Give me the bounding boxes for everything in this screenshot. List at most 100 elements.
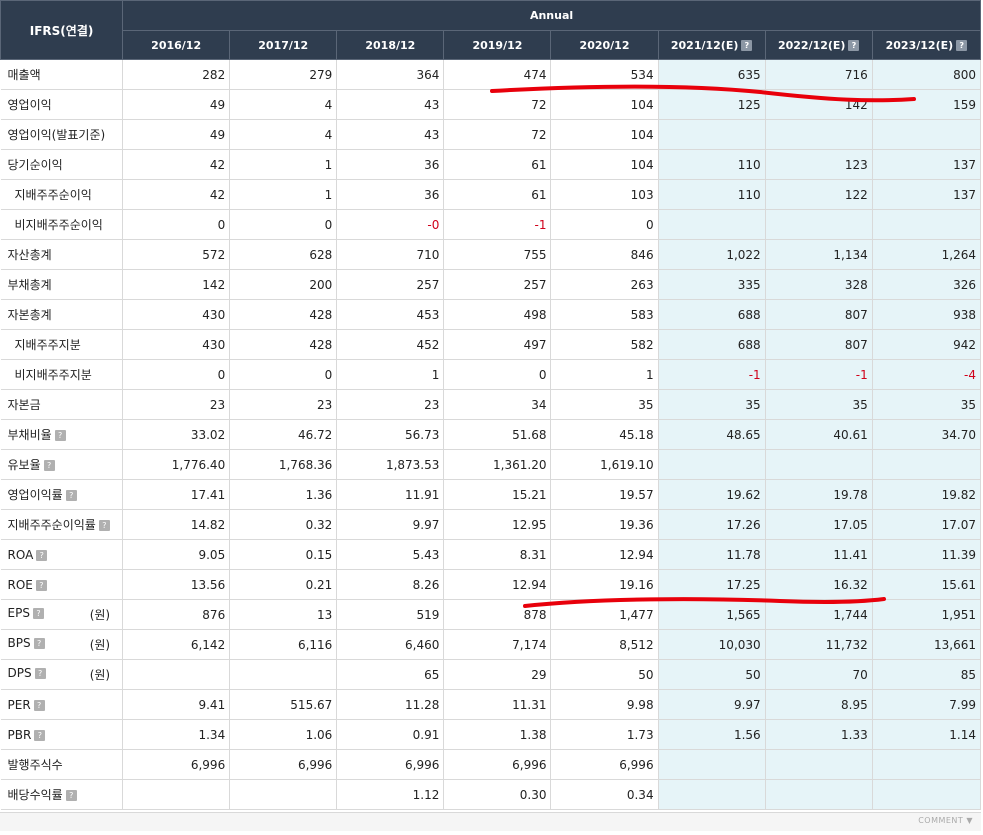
table-cell	[872, 779, 982, 810]
table-cell: 11.31	[443, 689, 552, 720]
help-icon[interactable]: ?	[36, 549, 48, 561]
table-cell: 17.41	[122, 479, 231, 510]
row-label: 영업이익률?	[0, 479, 124, 510]
table-cell: 11.28	[336, 689, 445, 720]
table-cell: 6,996	[229, 749, 338, 780]
table-cell: 35	[872, 389, 982, 420]
year-label: 2017/12	[258, 38, 309, 52]
row-label: 부채비율?	[0, 419, 124, 450]
year-label: 2023/12(E)	[885, 38, 954, 52]
table-row: ROA? 9.05 0.15 5.43 8.31 12.94 11.78 11.41 11.39	[0, 539, 982, 570]
table-row: 자산총계 572 628 710 755 846 1,022 1,134 1,264	[0, 239, 982, 270]
year-header-0: 2016/12	[122, 30, 231, 60]
table-cell	[765, 749, 873, 780]
row-label-text: 자산총계	[7, 248, 52, 262]
table-cell: 846	[550, 239, 659, 270]
year-header-row: 2016/12 2017/12 2018/12 2019/12 2020/12 2021/…	[1, 30, 982, 60]
table-cell: -1	[765, 359, 873, 390]
table-cell: 29	[443, 659, 552, 690]
table-row: 부채총계 142 200 257 257 263 335 328 326	[0, 269, 982, 300]
table-row: 지배주주순이익률? 14.82 0.32 9.97 12.95 19.36 17.26 17.…	[0, 509, 982, 540]
table-cell: 1.34	[122, 719, 231, 750]
table-cell: 12.95	[443, 509, 552, 540]
row-label: 비지배주주순이익	[0, 209, 124, 240]
table-cell	[765, 209, 873, 240]
table-cell: 1	[550, 359, 659, 390]
table-cell	[658, 209, 766, 240]
help-icon[interactable]: ?	[34, 668, 46, 679]
row-label-text: PBR	[7, 727, 32, 742]
table-cell: 8.95	[765, 689, 873, 720]
table-row: 영업이익률? 17.41 1.36 11.91 15.21 19.57 19.62 19.78…	[0, 479, 982, 510]
table-cell: 11.78	[658, 539, 766, 570]
table-cell: 1,951	[872, 599, 982, 630]
help-icon[interactable]: ?	[33, 699, 45, 711]
table-cell: 807	[765, 329, 873, 360]
help-icon[interactable]: ?	[741, 40, 753, 51]
table-cell: 103	[550, 179, 659, 210]
row-label: 자본금	[0, 389, 124, 420]
help-icon[interactable]: ?	[32, 608, 44, 619]
table-cell: 635	[658, 59, 766, 90]
table-cell: 72	[443, 119, 552, 150]
table-cell: 19.57	[550, 479, 659, 510]
help-icon[interactable]: ?	[43, 460, 55, 471]
table-cell: 33.02	[122, 419, 231, 450]
row-label-text: 매출액	[7, 68, 41, 82]
row-label: PBR?	[0, 719, 124, 750]
table-cell: 583	[550, 299, 659, 330]
help-icon[interactable]: ?	[98, 520, 110, 531]
table-cell: 710	[336, 239, 445, 270]
year-header-1: 2017/12	[229, 30, 338, 60]
table-cell: 1.73	[550, 719, 659, 750]
row-label-text: 지배주주지분	[14, 338, 81, 352]
year-header-4: 2020/12	[550, 30, 659, 60]
table-cell: 572	[122, 239, 231, 270]
table-cell: 582	[550, 329, 659, 360]
row-label-text: 부채비율	[7, 428, 52, 442]
table-cell: 335	[658, 269, 766, 300]
row-label-text: 자본금	[7, 398, 41, 412]
table-cell: 263	[550, 269, 659, 300]
help-icon[interactable]: ?	[34, 729, 46, 741]
help-icon[interactable]: ?	[35, 579, 47, 591]
table-cell: 878	[443, 599, 552, 630]
table-cell: 12.94	[550, 539, 659, 570]
comment-toggle[interactable]: COMMENT ▼	[918, 816, 973, 825]
table-row: 매출액 282 279 364 474 534 635 716 800	[0, 59, 982, 90]
row-label-text: ROA	[7, 547, 34, 562]
table-cell: 19.16	[550, 569, 659, 600]
table-cell: 11.91	[336, 479, 445, 510]
year-header-6: 2022/12(E)?	[764, 30, 873, 60]
table-cell: 716	[765, 59, 873, 90]
row-label: 지배주주순이익	[0, 179, 124, 210]
row-label-text: 비지배주주지분	[14, 368, 92, 382]
table-cell: 0	[122, 359, 231, 390]
help-icon[interactable]: ?	[54, 430, 66, 441]
table-cell: 428	[229, 329, 338, 360]
table-cell: 8.26	[336, 569, 445, 600]
row-label: 부채총계	[0, 269, 124, 300]
table-cell: 326	[872, 269, 982, 300]
table-cell: 1,744	[765, 599, 873, 630]
year-label: 2018/12	[365, 38, 416, 52]
table-cell	[658, 119, 766, 150]
table-cell: 19.62	[658, 479, 766, 510]
row-label-text: BPS	[7, 636, 31, 650]
help-icon[interactable]: ?	[65, 790, 77, 801]
unit-label: (원)	[89, 608, 111, 622]
row-label-text: 유보율	[7, 458, 41, 472]
table-row: ROE? 13.56 0.21 8.26 12.94 19.16 17.25 16.32 15.…	[0, 569, 982, 600]
table-cell: 257	[443, 269, 552, 300]
table-cell: 1,873.53	[336, 449, 445, 480]
table-cell: 1.56	[658, 719, 766, 750]
unit-label: (원)	[89, 638, 111, 652]
row-label: 비지배주주지분	[0, 359, 124, 390]
table-cell: 519	[336, 599, 445, 630]
help-icon[interactable]: ?	[848, 40, 860, 51]
table-cell: 122	[765, 179, 873, 210]
help-icon[interactable]: ?	[65, 490, 77, 501]
help-icon[interactable]: ?	[956, 40, 968, 51]
row-label-text: PER	[7, 697, 31, 712]
help-icon[interactable]: ?	[33, 638, 45, 649]
